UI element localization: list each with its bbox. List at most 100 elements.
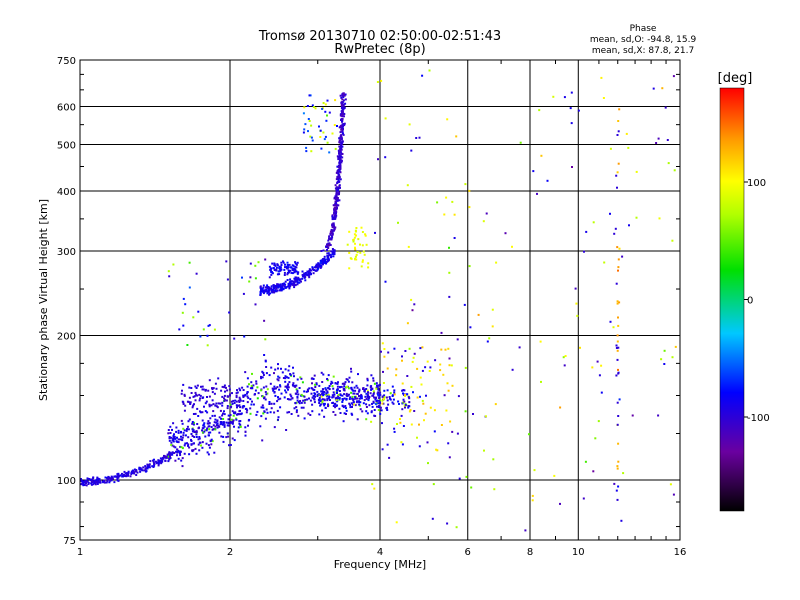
data-point bbox=[173, 437, 175, 440]
data-point bbox=[591, 366, 594, 369]
data-point bbox=[201, 429, 203, 432]
data-point bbox=[273, 426, 276, 429]
data-point bbox=[342, 92, 345, 95]
data-point bbox=[342, 382, 345, 385]
data-point bbox=[239, 398, 242, 401]
data-point bbox=[339, 158, 342, 161]
data-point bbox=[210, 404, 213, 407]
data-point bbox=[215, 424, 218, 427]
data-point bbox=[279, 267, 282, 270]
data-point bbox=[546, 179, 549, 182]
data-point bbox=[172, 434, 175, 437]
data-point bbox=[378, 405, 380, 408]
data-point bbox=[448, 364, 451, 367]
data-point bbox=[406, 322, 409, 325]
data-point bbox=[620, 519, 623, 522]
data-point bbox=[338, 398, 341, 401]
data-point bbox=[200, 444, 202, 447]
data-point bbox=[359, 408, 362, 411]
data-point bbox=[669, 483, 672, 486]
data-point bbox=[267, 286, 270, 288]
data-point bbox=[359, 243, 361, 246]
data-point bbox=[255, 413, 258, 416]
data-point bbox=[198, 393, 201, 396]
data-point bbox=[148, 465, 151, 468]
data-point bbox=[381, 395, 384, 398]
data-point bbox=[401, 382, 404, 385]
data-point bbox=[617, 324, 620, 327]
data-point bbox=[354, 404, 357, 407]
data-point bbox=[442, 373, 445, 376]
data-point bbox=[301, 273, 304, 276]
data-point bbox=[360, 393, 363, 396]
data-point bbox=[309, 94, 312, 97]
data-point bbox=[299, 400, 302, 402]
data-point bbox=[360, 395, 363, 398]
data-point bbox=[288, 287, 291, 290]
data-point bbox=[283, 268, 286, 271]
data-point bbox=[354, 257, 356, 260]
data-point bbox=[226, 389, 229, 392]
data-point bbox=[327, 393, 330, 396]
data-point bbox=[331, 396, 334, 399]
stats-line-o: mean, sd,O: -94.8, 15.9 bbox=[590, 35, 697, 45]
data-point bbox=[326, 256, 329, 258]
data-point bbox=[155, 462, 158, 465]
data-point bbox=[187, 428, 190, 431]
data-point bbox=[408, 397, 411, 400]
data-point bbox=[339, 131, 342, 134]
data-point bbox=[269, 268, 272, 271]
chart-subtitle: RwPretec (8p) bbox=[334, 42, 425, 57]
data-point bbox=[374, 231, 376, 234]
data-point bbox=[235, 400, 238, 403]
data-point bbox=[223, 410, 225, 413]
data-point bbox=[334, 187, 337, 190]
x-tick-label: 2 bbox=[227, 547, 233, 558]
data-point bbox=[194, 412, 197, 415]
data-point bbox=[192, 316, 195, 319]
data-point bbox=[327, 405, 329, 408]
data-point bbox=[262, 412, 265, 415]
data-point bbox=[236, 389, 238, 392]
data-point bbox=[333, 229, 335, 232]
data-point bbox=[270, 289, 273, 292]
data-point bbox=[131, 469, 134, 472]
data-point bbox=[615, 174, 618, 177]
data-point bbox=[172, 263, 175, 266]
data-point bbox=[609, 212, 611, 215]
data-point bbox=[182, 324, 185, 327]
data-point bbox=[337, 172, 340, 175]
data-point bbox=[293, 286, 296, 289]
data-point bbox=[340, 118, 342, 121]
data-point bbox=[322, 249, 325, 252]
y-tick-label: 200 bbox=[57, 332, 76, 343]
data-point bbox=[378, 399, 380, 402]
data-point bbox=[482, 220, 485, 223]
data-point bbox=[208, 395, 211, 398]
data-point bbox=[349, 396, 352, 399]
data-point bbox=[348, 402, 351, 405]
data-point bbox=[401, 355, 403, 358]
data-point bbox=[293, 384, 296, 387]
data-point bbox=[347, 387, 350, 390]
data-point bbox=[372, 394, 375, 397]
data-point bbox=[285, 286, 288, 289]
data-point bbox=[139, 470, 142, 473]
data-point bbox=[237, 430, 240, 433]
data-point bbox=[272, 389, 275, 392]
data-point bbox=[351, 406, 353, 408]
data-point bbox=[187, 400, 190, 403]
data-point bbox=[671, 356, 674, 359]
data-point bbox=[326, 258, 329, 261]
data-point bbox=[397, 400, 400, 403]
data-point bbox=[235, 392, 238, 395]
data-point bbox=[259, 285, 262, 288]
data-point bbox=[387, 351, 390, 354]
data-point bbox=[335, 206, 338, 209]
data-point bbox=[615, 489, 618, 492]
data-point bbox=[311, 104, 314, 107]
data-point bbox=[448, 271, 451, 274]
data-point bbox=[323, 138, 326, 141]
data-point bbox=[372, 379, 375, 382]
data-point bbox=[237, 399, 240, 402]
